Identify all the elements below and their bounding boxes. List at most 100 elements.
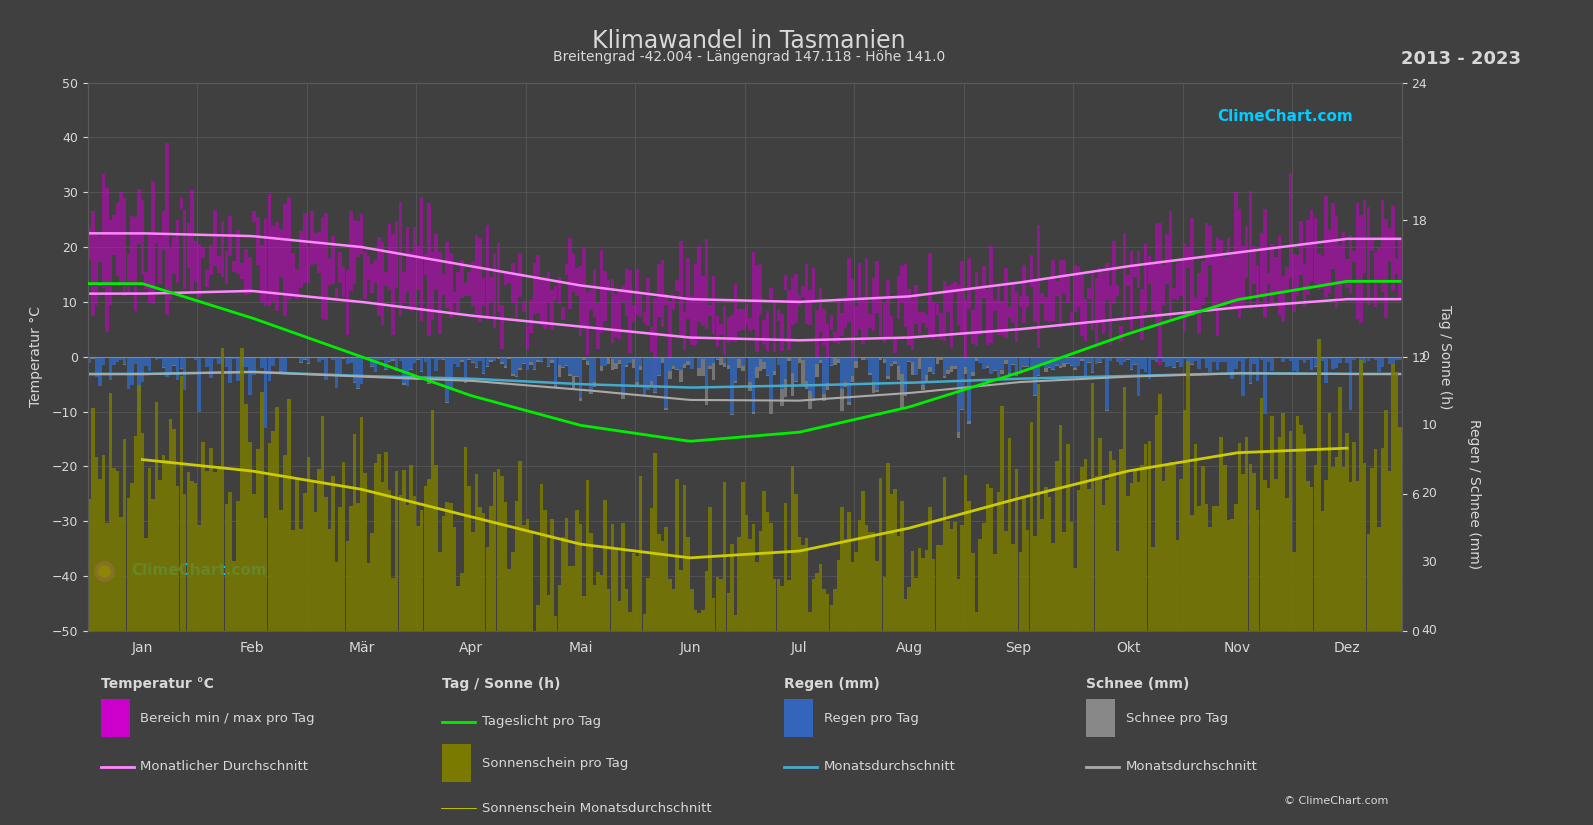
Bar — [241, 348, 244, 631]
Bar — [642, 356, 647, 395]
Bar — [1238, 356, 1241, 361]
Bar — [1278, 237, 1281, 314]
Bar — [709, 366, 712, 369]
Bar — [1238, 210, 1241, 318]
Bar — [715, 356, 718, 359]
Bar — [441, 356, 446, 359]
Bar — [589, 289, 593, 310]
Bar — [851, 356, 854, 376]
Bar — [1152, 262, 1155, 311]
Bar — [961, 409, 964, 410]
Bar — [1123, 387, 1126, 631]
Bar — [1223, 257, 1227, 307]
Bar — [1091, 383, 1094, 631]
Bar — [1141, 356, 1144, 369]
Bar — [374, 356, 378, 372]
Bar — [572, 375, 575, 389]
Bar — [295, 478, 299, 631]
Bar — [926, 375, 929, 383]
Bar — [1048, 497, 1051, 631]
Bar — [1091, 271, 1094, 330]
Text: ClimeChart.com: ClimeChart.com — [1217, 109, 1352, 125]
Bar — [406, 227, 409, 291]
Bar — [610, 524, 613, 631]
Bar — [523, 526, 526, 631]
Bar — [883, 356, 886, 359]
Bar — [119, 356, 123, 360]
Bar — [1391, 365, 1395, 631]
Bar — [1123, 356, 1126, 361]
Bar — [1120, 449, 1123, 631]
Bar — [624, 589, 628, 631]
Bar — [569, 238, 572, 309]
Bar — [964, 367, 967, 375]
Bar — [1309, 210, 1314, 281]
Bar — [819, 288, 822, 332]
Bar — [287, 197, 292, 300]
Bar — [929, 507, 932, 631]
Bar — [260, 245, 263, 303]
Bar — [467, 272, 472, 296]
Bar — [639, 476, 642, 631]
Bar — [475, 356, 478, 367]
Bar — [914, 285, 918, 324]
Bar — [827, 324, 830, 361]
Bar — [1212, 251, 1215, 311]
Bar — [1314, 464, 1317, 631]
Bar — [862, 491, 865, 631]
Bar — [1349, 235, 1352, 293]
Bar — [1004, 531, 1007, 631]
Bar — [561, 307, 564, 320]
Bar — [1161, 481, 1164, 631]
Bar — [575, 376, 578, 377]
Bar — [1384, 411, 1388, 631]
Bar — [529, 356, 532, 362]
Bar — [607, 589, 610, 631]
Bar — [701, 356, 704, 359]
Bar — [1034, 356, 1037, 395]
Bar — [718, 356, 723, 358]
Bar — [540, 484, 543, 631]
Bar — [1227, 237, 1230, 299]
Bar — [1147, 256, 1152, 285]
Bar — [868, 356, 871, 373]
Bar — [1384, 219, 1388, 318]
Bar — [225, 356, 228, 367]
Bar — [123, 439, 126, 631]
Bar — [953, 366, 957, 370]
Bar — [758, 264, 763, 314]
Bar — [1115, 285, 1120, 296]
Bar — [1295, 255, 1300, 295]
Bar — [738, 537, 741, 631]
Bar — [978, 540, 981, 631]
Bar — [1004, 360, 1007, 365]
Bar — [299, 231, 303, 288]
Bar — [763, 319, 766, 344]
Bar — [180, 376, 183, 631]
Bar — [903, 394, 906, 396]
Bar — [1201, 356, 1204, 359]
Bar — [99, 236, 102, 262]
Bar — [456, 272, 460, 312]
Bar — [1252, 246, 1255, 284]
Bar — [1230, 255, 1235, 310]
Bar — [949, 530, 953, 631]
Bar — [1306, 220, 1309, 295]
Bar — [236, 356, 241, 381]
Bar — [776, 356, 781, 365]
Bar — [908, 361, 911, 362]
Bar — [1335, 216, 1338, 308]
Bar — [667, 356, 672, 370]
Bar — [986, 356, 989, 366]
Bar — [578, 398, 581, 401]
Bar — [1018, 356, 1023, 373]
Bar — [460, 260, 464, 298]
Bar — [1324, 479, 1327, 631]
Bar — [1295, 356, 1300, 372]
Bar — [932, 302, 935, 339]
Bar — [949, 284, 953, 347]
Bar — [546, 271, 551, 303]
Bar — [639, 356, 642, 366]
Bar — [653, 392, 656, 393]
Bar — [325, 497, 328, 631]
